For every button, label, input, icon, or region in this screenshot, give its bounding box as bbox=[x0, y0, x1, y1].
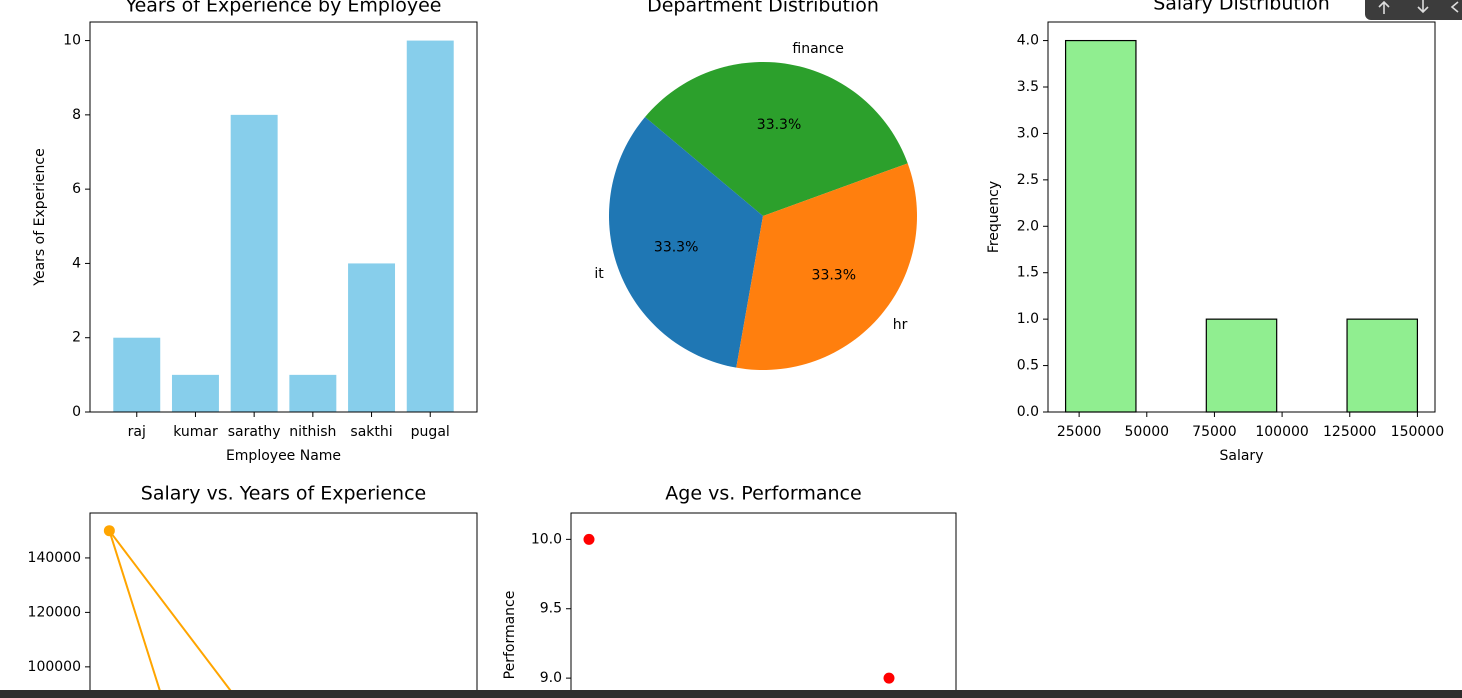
plot-area bbox=[583, 533, 895, 684]
scatter-point bbox=[583, 533, 595, 545]
chart-title: Salary Distribution bbox=[1153, 0, 1330, 15]
bar bbox=[348, 263, 396, 412]
y-tick-label: 1.5 bbox=[1017, 265, 1039, 281]
pie-slice bbox=[608, 117, 763, 368]
x-tick-label: 150000 bbox=[1391, 424, 1444, 440]
y-tick-label: 4 bbox=[72, 255, 81, 271]
chart-title: Age vs. Performance bbox=[665, 483, 861, 505]
y-tick-label: 2.5 bbox=[1017, 172, 1039, 188]
status-bar bbox=[0, 690, 1462, 698]
toolbar bbox=[1365, 0, 1462, 20]
x-tick-label: sarathy bbox=[228, 424, 281, 440]
toolbar-icon-more bbox=[1450, 1, 1459, 13]
pie-value-label: 33.3% bbox=[654, 240, 698, 256]
x-tick-label: 75000 bbox=[1192, 424, 1237, 440]
pie-label: it bbox=[594, 266, 604, 282]
y-tick-label: 120000 bbox=[28, 604, 81, 620]
y-tick-label: 8 bbox=[72, 107, 81, 123]
x-tick-label: kumar bbox=[173, 424, 218, 440]
pie-label: hr bbox=[893, 317, 908, 333]
pie-value-label: 33.3% bbox=[812, 267, 856, 283]
axes-frame bbox=[570, 512, 957, 698]
x-tick-label: 100000 bbox=[1255, 424, 1308, 440]
y-tick-label: 1.0 bbox=[1017, 311, 1039, 327]
scatter-point bbox=[883, 672, 895, 684]
y-tick-label: 100000 bbox=[28, 659, 81, 675]
x-tick-label: 125000 bbox=[1323, 424, 1376, 440]
y-tick-label: 3.0 bbox=[1017, 125, 1039, 141]
toolbar-icon-down bbox=[1417, 0, 1429, 14]
x-tick-label: 50000 bbox=[1125, 424, 1170, 440]
x-tick-label: nithish bbox=[289, 424, 336, 440]
histogram-bar bbox=[1346, 318, 1419, 413]
y-tick-label: 0 bbox=[72, 404, 81, 420]
bar bbox=[113, 337, 161, 412]
y-tick-label: 3.5 bbox=[1017, 79, 1039, 95]
axes-frame bbox=[89, 21, 478, 413]
pie-slice bbox=[736, 163, 917, 370]
y-tick-label: 140000 bbox=[28, 550, 81, 566]
y-axis-label: Frequency bbox=[986, 181, 1002, 253]
chart-title: Years of Experience by Employee bbox=[125, 0, 442, 17]
toolbar-icon-up bbox=[1378, 0, 1390, 14]
y-tick-label: 9.0 bbox=[540, 670, 562, 686]
line-marker bbox=[103, 525, 115, 537]
x-tick-label: raj bbox=[128, 424, 146, 440]
pie-slice bbox=[645, 62, 908, 216]
bar bbox=[230, 114, 278, 412]
bar bbox=[289, 374, 337, 412]
plot-area bbox=[103, 525, 238, 698]
histogram-bar bbox=[1064, 39, 1137, 413]
y-tick-label: 2 bbox=[72, 330, 81, 346]
y-axis-label: Years of Experience bbox=[32, 148, 48, 286]
axes-frame bbox=[1047, 21, 1436, 413]
pie-label: finance bbox=[792, 41, 843, 57]
y-tick-label: 0.5 bbox=[1017, 358, 1039, 374]
axes-frame bbox=[89, 512, 478, 698]
y-tick-label: 6 bbox=[72, 181, 81, 197]
pie-value-label: 33.3% bbox=[757, 117, 801, 133]
x-tick-label: 25000 bbox=[1057, 424, 1102, 440]
x-axis-label: Employee Name bbox=[226, 448, 341, 464]
y-tick-label: 10 bbox=[63, 33, 81, 49]
y-tick-label: 0.0 bbox=[1017, 404, 1039, 420]
y-tick-label: 10.0 bbox=[531, 531, 562, 547]
bar bbox=[406, 40, 454, 412]
bar bbox=[171, 374, 219, 412]
chart-title: Department Distribution bbox=[647, 0, 879, 17]
chart-title: Salary vs. Years of Experience bbox=[141, 483, 426, 505]
y-tick-label: 2.0 bbox=[1017, 218, 1039, 234]
x-axis-label: Salary bbox=[1220, 448, 1264, 464]
histogram-bar bbox=[1205, 318, 1278, 413]
x-tick-label: sakthi bbox=[350, 424, 392, 440]
y-tick-label: 4.0 bbox=[1017, 33, 1039, 49]
x-tick-label: pugal bbox=[411, 424, 450, 440]
y-axis-label: Performance bbox=[502, 591, 518, 680]
line bbox=[108, 530, 238, 698]
y-tick-label: 9.5 bbox=[540, 601, 562, 617]
